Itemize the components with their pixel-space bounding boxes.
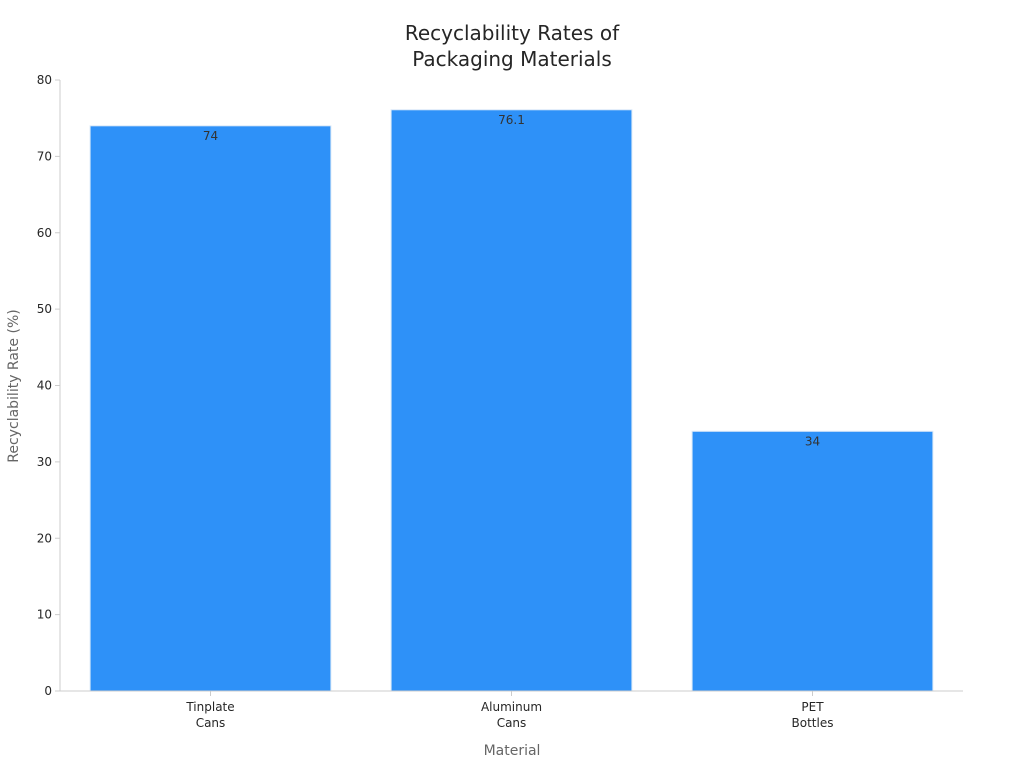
x-tick-label-line: Cans	[196, 716, 226, 730]
x-tick-label: Aluminum Cans	[481, 700, 542, 730]
y-axis-title: Recyclability Rate (%)	[6, 309, 22, 462]
y-tick-label: 60	[37, 226, 52, 240]
chart-title-line-2: Packaging Materials	[412, 47, 612, 71]
bar	[390, 109, 633, 692]
y-axis: 0 10 20 30 40 50 60 70 80	[37, 73, 61, 698]
y-tick-label: 80	[37, 73, 52, 87]
bar-value-label: 34	[805, 434, 820, 448]
bar-value-label: 74	[203, 129, 218, 143]
x-tick-label-line: Aluminum	[481, 700, 542, 714]
y-tick-label: 40	[37, 379, 52, 393]
bar-value-label: 76.1	[498, 113, 525, 127]
x-tick-label-line: PET	[801, 700, 824, 714]
y-tick-label: 30	[37, 455, 52, 469]
bar	[89, 125, 332, 692]
x-tick-label-line: Bottles	[792, 716, 834, 730]
x-tick-label: Tinplate Cans	[185, 700, 234, 730]
chart-title-line-1: Recyclability Rates of	[405, 21, 620, 45]
y-tick-label: 0	[44, 684, 52, 698]
y-tick-label: 70	[37, 149, 52, 163]
y-tick-label: 10	[37, 608, 52, 622]
x-tick-label-line: Cans	[497, 716, 527, 730]
y-tick-label: 20	[37, 531, 52, 545]
x-axis-title: Material	[484, 743, 541, 759]
x-tick-label: PET Bottles	[792, 700, 834, 730]
y-tick-label: 50	[37, 302, 52, 316]
x-axis: Tinplate Cans Aluminum Cans PET Bottles	[60, 690, 963, 730]
x-tick-label-line: Tinplate	[185, 700, 234, 714]
bar	[691, 430, 934, 692]
bars: 74 76.1 34	[89, 109, 934, 692]
